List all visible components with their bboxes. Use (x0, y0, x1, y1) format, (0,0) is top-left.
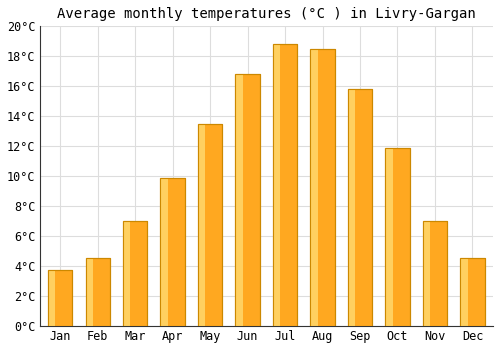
Bar (423, 221, 447, 326)
Bar (423, 221, 447, 326)
Bar (123, 221, 148, 326)
Bar (48, 271, 72, 326)
Bar (48, 271, 72, 326)
Bar (386, 148, 409, 326)
Bar (273, 44, 297, 326)
Bar (460, 259, 484, 326)
Bar (236, 74, 260, 326)
Bar (160, 177, 185, 326)
Bar (198, 124, 205, 326)
Bar (198, 124, 222, 326)
Title: Average monthly temperatures (°C ) in Livry-Gargan: Average monthly temperatures (°C ) in Li… (57, 7, 476, 21)
Bar (460, 259, 484, 326)
Bar (48, 271, 56, 326)
Bar (386, 148, 409, 326)
Bar (310, 49, 318, 326)
Bar (348, 89, 355, 326)
Bar (236, 74, 242, 326)
Bar (236, 74, 260, 326)
Bar (198, 124, 222, 326)
Bar (273, 44, 297, 326)
Bar (348, 89, 372, 326)
Bar (123, 221, 148, 326)
Bar (86, 259, 110, 326)
Bar (310, 49, 334, 326)
Bar (460, 259, 468, 326)
Bar (123, 221, 130, 326)
Bar (86, 259, 110, 326)
Bar (386, 148, 392, 326)
Bar (273, 44, 280, 326)
Bar (160, 177, 168, 326)
Bar (160, 177, 185, 326)
Bar (86, 259, 93, 326)
Bar (310, 49, 334, 326)
Bar (423, 221, 430, 326)
Bar (348, 89, 372, 326)
